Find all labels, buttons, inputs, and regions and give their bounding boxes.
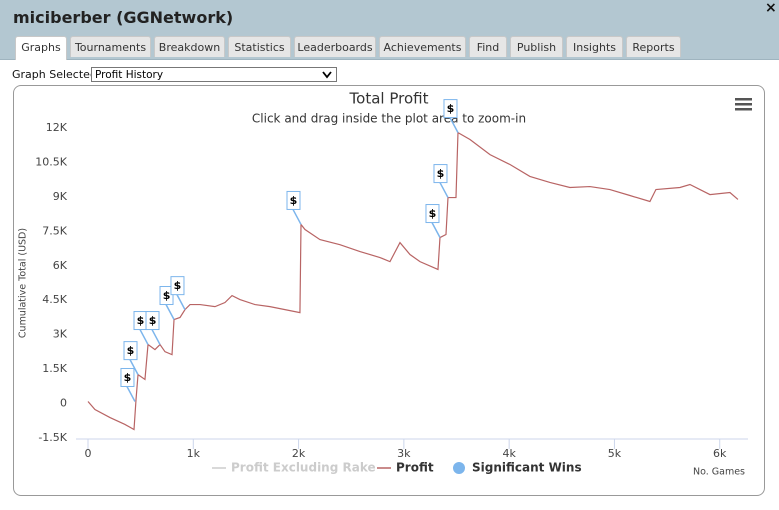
flag-box [159,286,174,306]
significant-win: $ [286,190,302,225]
dropdown-arrow [322,71,332,79]
close-button[interactable]: × [765,0,777,16]
profit-line [87,131,739,431]
flag-box [425,204,440,224]
significant-win: $ [120,367,136,402]
tab[interactable]: Leaderboards [294,36,376,57]
y-tick-label: -1.5K [38,431,67,444]
flag-label: $ [127,344,135,357]
x-tick-label: 1k [187,447,201,460]
flag-stem [292,209,302,225]
tab[interactable]: Publish [510,36,563,57]
flag-box [170,276,185,296]
graph-select-label: Graph Selected: [12,68,101,81]
window-title: miciberber (GGNetwork) [13,8,234,27]
tab[interactable]: Insights [566,36,623,57]
flag-stem [151,329,161,345]
tab[interactable]: Reports [626,36,681,57]
x-tick-label: 2k [292,447,306,460]
tab[interactable]: Graphs [15,36,67,60]
x-tick-label: 4k [502,447,516,460]
flag-stem [139,329,149,345]
significant-win: $ [425,204,441,238]
y-tick-label: 4.5K [42,293,67,306]
flag-stem [176,294,186,310]
flag-stem [431,222,441,238]
flag-stem [165,304,175,320]
significant-win: $ [159,286,175,320]
flag-stem [126,386,136,402]
flag-label: $ [429,207,437,220]
x-tick-label: 5k [608,447,622,460]
flag-box [443,99,458,119]
chart-subtitle: Click and drag inside the plot area to z… [252,112,526,126]
graph-select[interactable]: Profit History [91,67,337,82]
legend-label: Profit [396,461,434,475]
flag-box [123,341,138,361]
flag-box [433,164,448,184]
flag-label: $ [290,194,298,207]
flag-label: $ [174,279,182,292]
y-tick-label: 0 [60,397,67,410]
chart-menu[interactable] [735,98,752,111]
y-tick-label: 1.5K [42,362,67,375]
y-tick-label: 9K [53,190,68,203]
x-tick-label: 6k [713,447,727,460]
y-tick-label: 12K [46,121,68,134]
graph-select-value: Profit History [95,69,164,81]
tab[interactable]: Tournaments [70,36,151,57]
legend-marker [453,462,465,474]
significant-win: $ [170,276,186,310]
flag-label: $ [149,314,157,327]
flag-label: $ [437,167,445,180]
flag-stem [449,117,459,133]
legend-label: Significant Wins [472,461,582,475]
flag-label: $ [124,371,132,384]
tab[interactable]: Breakdown [154,36,225,57]
flag-box [286,190,301,210]
flag-label: $ [137,314,145,327]
flag-box [145,311,160,331]
y-tick-label: 7.5K [42,224,67,237]
y-axis-label: Cumulative Total (USD) [18,228,29,338]
x-tick-label: 0 [85,447,92,460]
flag-label: $ [163,289,171,302]
significant-win: $ [123,341,139,375]
significant-win: $ [433,164,449,198]
y-tick-label: 3K [53,328,68,341]
tab[interactable]: Find [469,36,507,57]
chart-title: Total Profit [349,90,429,108]
y-tick-label: 10.5K [35,155,67,168]
tab[interactable]: Achievements [379,36,466,57]
x-tick-label: 3k [397,447,411,460]
y-tick-label: 6K [53,259,68,272]
chart-container [13,85,765,496]
tab[interactable]: Statistics [228,36,291,57]
flag-stem [129,359,139,375]
flag-box [120,367,135,387]
x-axis-label: No. Games [693,467,745,478]
flag-label: $ [447,102,455,115]
flag-stem [439,182,449,198]
significant-win: $ [145,311,161,345]
significant-win: $ [443,99,459,133]
legend-label: Profit Excluding Rake [231,461,376,475]
